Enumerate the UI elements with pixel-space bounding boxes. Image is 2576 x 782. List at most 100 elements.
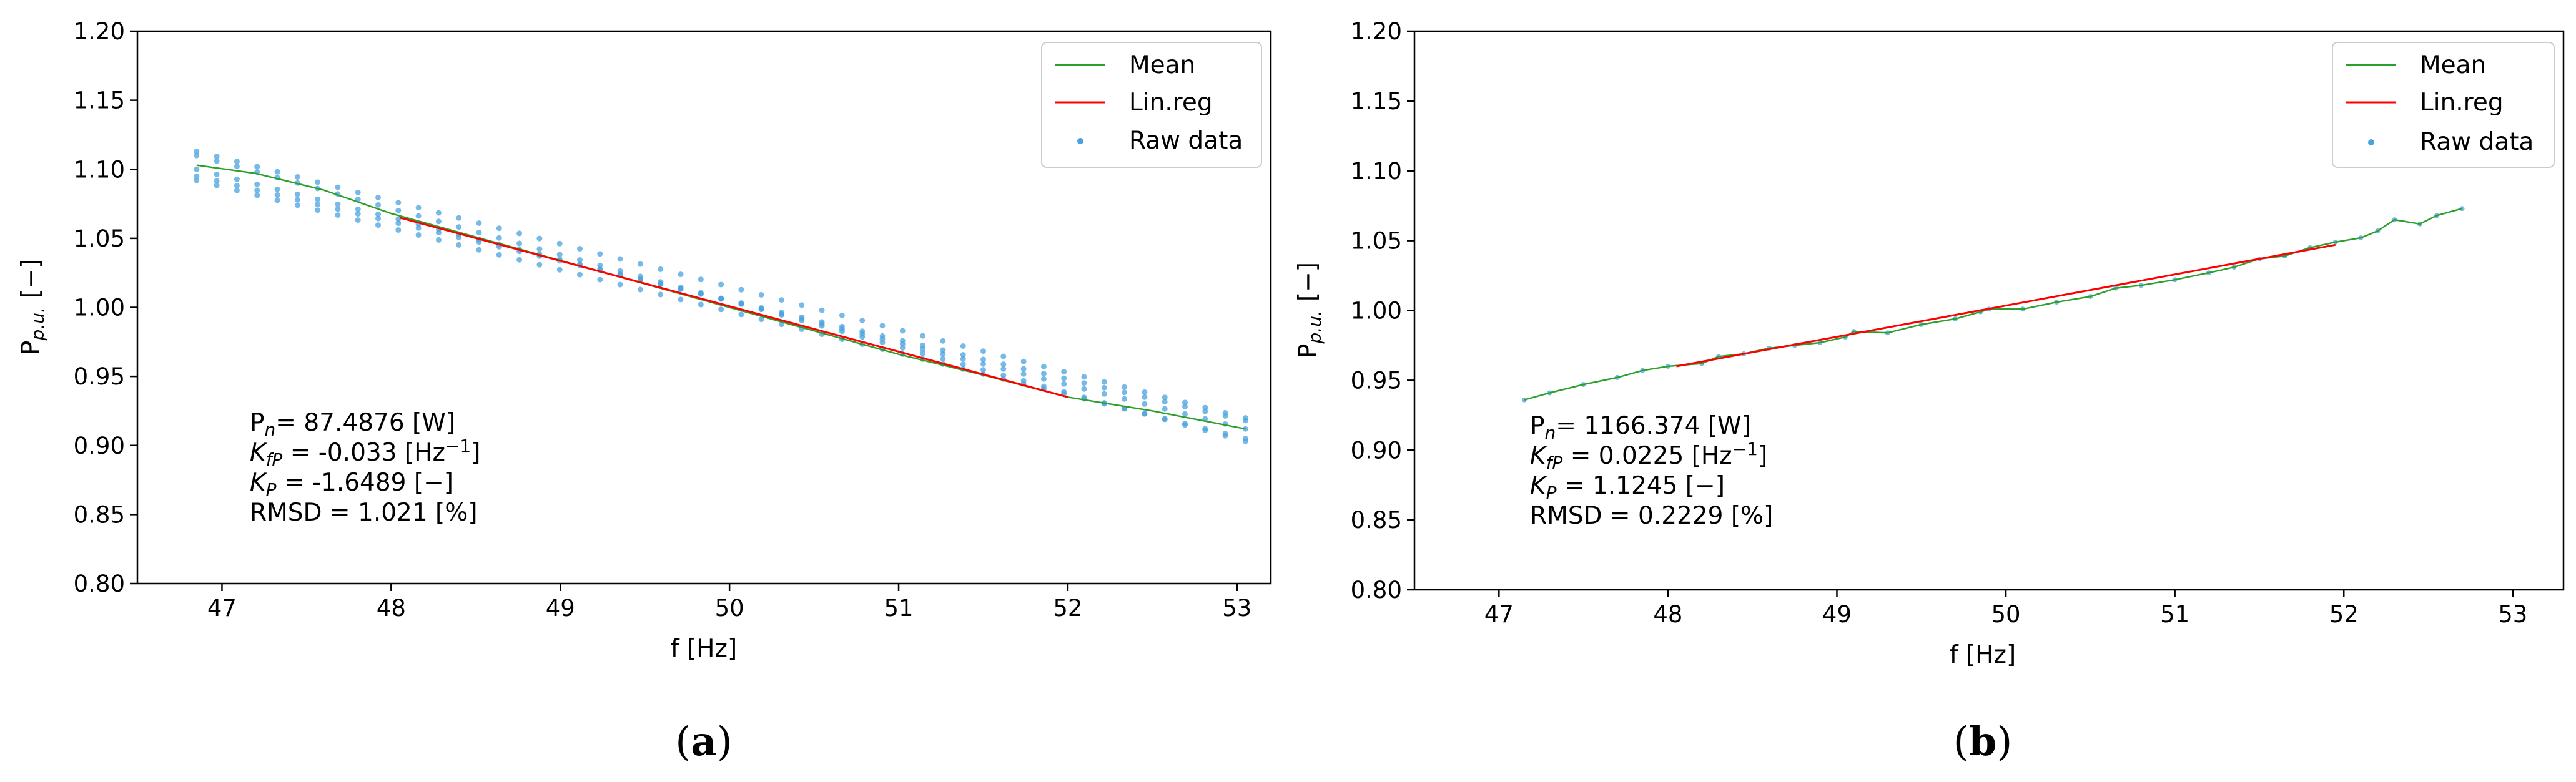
y-ticks-b: 0.80 0.85 0.90 0.95 1.00 1.05 1.10 1.15 1.20 bbox=[1351, 18, 1414, 604]
raw-data-point bbox=[1122, 384, 1128, 390]
raw-data-point bbox=[234, 159, 240, 165]
raw-data-point bbox=[1040, 376, 1047, 382]
raw-data-point bbox=[698, 276, 704, 283]
raw-data-point bbox=[738, 300, 744, 306]
x-tick-label: 49 bbox=[546, 595, 575, 622]
y-tick-label: 1.05 bbox=[1351, 228, 1402, 255]
raw-data-point bbox=[577, 257, 583, 263]
legend-raw-marker-b bbox=[2368, 139, 2374, 145]
y-tick-label: 0.90 bbox=[1351, 437, 1402, 464]
raw-data-point bbox=[779, 310, 784, 316]
raw-data-point bbox=[435, 210, 442, 216]
raw-data-point bbox=[536, 246, 543, 252]
kp-text-a: KP = -1.6489 [−] bbox=[250, 469, 453, 500]
raw-data-point bbox=[315, 207, 321, 213]
raw-data-point bbox=[315, 196, 321, 202]
kfp-text-b: KfP = 0.0225 [Hz−1] bbox=[1530, 439, 1767, 473]
x-tick-label: 50 bbox=[1991, 601, 2021, 628]
legend-b: Mean Lin.reg Raw data bbox=[2332, 42, 2555, 168]
raw-data-point bbox=[879, 340, 886, 346]
raw-data-point bbox=[254, 164, 260, 170]
raw-data-point bbox=[698, 291, 704, 297]
raw-data-point bbox=[274, 197, 280, 203]
x-axis-label-b: f [Hz] bbox=[1950, 641, 2016, 669]
raw-data-point bbox=[920, 350, 926, 356]
raw-data-point bbox=[254, 187, 260, 193]
raw-data-point bbox=[375, 211, 381, 217]
raw-data-point bbox=[556, 252, 563, 258]
raw-data-point bbox=[1000, 353, 1007, 359]
legend-raw-label-a: Raw data bbox=[1129, 127, 1243, 155]
raw-data-point bbox=[435, 230, 442, 236]
raw-data-point bbox=[194, 166, 200, 172]
pn-text-b: Pn= 1166.374 [W] bbox=[1530, 412, 1751, 443]
raw-data-point bbox=[960, 361, 966, 368]
raw-data-point bbox=[274, 169, 280, 175]
raw-data-point bbox=[698, 301, 704, 308]
raw-data-point bbox=[234, 164, 240, 170]
raw-data-point bbox=[779, 297, 784, 303]
raw-data-point bbox=[658, 291, 664, 298]
y-tick-label: 0.85 bbox=[74, 501, 125, 528]
raw-data-point bbox=[456, 242, 462, 248]
legend-a: Mean Lin.reg Raw data bbox=[1041, 42, 1262, 168]
x-tick-label: 51 bbox=[884, 595, 913, 622]
raw-data-point bbox=[960, 356, 966, 362]
raw-data-point bbox=[1040, 383, 1047, 389]
raw-data-point bbox=[1242, 438, 1248, 444]
raw-data-point bbox=[335, 201, 341, 207]
x-axis-label-a: f [Hz] bbox=[671, 635, 737, 663]
raw-data-point bbox=[556, 266, 563, 273]
x-tick-label: 53 bbox=[1222, 595, 1251, 622]
raw-data-point bbox=[1122, 396, 1128, 402]
raw-data-point bbox=[294, 197, 300, 203]
raw-data-point bbox=[658, 266, 664, 272]
raw-data-point bbox=[1000, 372, 1007, 378]
raw-data-point bbox=[355, 217, 361, 223]
raw-data-point bbox=[1020, 366, 1027, 372]
raw-data-point bbox=[617, 281, 623, 288]
raw-data-point bbox=[1101, 384, 1107, 391]
raw-data-point bbox=[234, 176, 240, 182]
raw-data-point bbox=[1101, 379, 1107, 385]
y-tick-label: 1.15 bbox=[74, 87, 125, 114]
raw-data-point bbox=[1061, 375, 1067, 381]
raw-data-point bbox=[1182, 403, 1188, 409]
stats-annotation-b: Pn= 1166.374 [W] KfP = 0.0225 [Hz−1] KP … bbox=[1530, 412, 1773, 530]
raw-data-point bbox=[899, 328, 906, 334]
raw-data-point bbox=[819, 319, 825, 325]
raw-data-point bbox=[1061, 369, 1067, 375]
raw-data-point bbox=[294, 174, 300, 180]
raw-data-point bbox=[718, 295, 724, 301]
raw-data-point bbox=[1040, 363, 1047, 369]
legend-raw-marker-a bbox=[1077, 138, 1083, 144]
raw-data-point bbox=[254, 181, 260, 187]
raw-data-point bbox=[254, 192, 260, 198]
raw-data-point bbox=[274, 186, 280, 192]
raw-data-point bbox=[1162, 416, 1168, 423]
raw-data-point bbox=[194, 173, 200, 179]
raw-data-point bbox=[1101, 391, 1107, 397]
raw-data-point bbox=[819, 323, 825, 329]
y-tick-label: 1.00 bbox=[74, 295, 125, 321]
raw-data-point bbox=[315, 179, 321, 185]
raw-data-point bbox=[597, 262, 603, 268]
raw-data-point bbox=[456, 234, 462, 240]
raw-data-point bbox=[556, 240, 563, 247]
raw-data-point bbox=[516, 230, 523, 237]
raw-data-point bbox=[637, 261, 643, 267]
raw-data-point bbox=[375, 215, 381, 222]
raw-data-point bbox=[1081, 386, 1087, 392]
x-ticks-b: 47 48 49 50 51 52 53 bbox=[1484, 590, 2527, 628]
raw-data-point bbox=[1081, 380, 1087, 386]
legend-box-a bbox=[1041, 42, 1262, 168]
raw-data-point bbox=[980, 367, 986, 373]
raw-data-point bbox=[980, 356, 986, 363]
raw-data-point bbox=[637, 286, 643, 293]
raw-data-point bbox=[1222, 413, 1228, 419]
legend-mean-label-b: Mean bbox=[2420, 51, 2486, 79]
legend-linreg-label-a: Lin.reg bbox=[1129, 89, 1213, 117]
y-axis-label-b: Pp.u.[−] bbox=[1294, 262, 1325, 358]
raw-data-point bbox=[799, 314, 805, 320]
rmsd-text-a: RMSD = 1.021 [%] bbox=[250, 499, 478, 527]
